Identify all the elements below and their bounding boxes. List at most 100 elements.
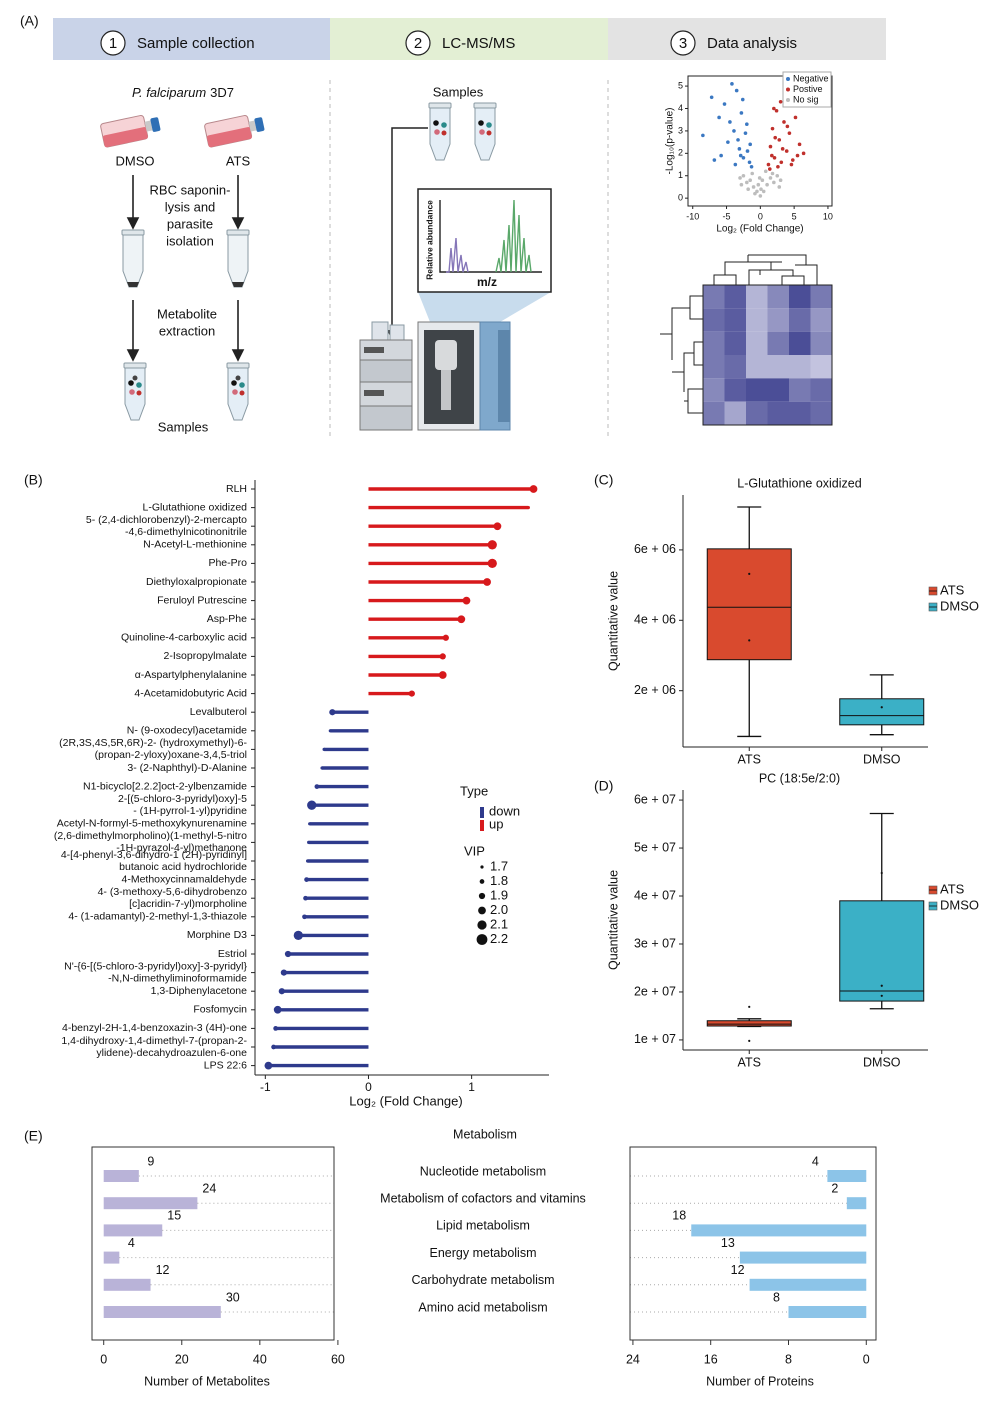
sample-tube — [428, 102, 452, 161]
point — [761, 189, 766, 194]
point — [772, 106, 776, 111]
y-tick-label: 4e + 06 — [634, 613, 676, 627]
heatmap-cell — [810, 378, 832, 402]
bar — [827, 1170, 867, 1182]
point — [880, 994, 883, 997]
panel-label: (D) — [594, 778, 613, 794]
sample-tube-part — [479, 129, 485, 135]
category-label: -1H-pyrazol-4-yl)methanone — [116, 842, 247, 854]
panel-label: (B) — [24, 472, 43, 488]
lc-instrument-part — [359, 405, 413, 431]
lollipop-dot — [307, 800, 317, 810]
category-label: LPS 22:6 — [204, 1059, 247, 1071]
point — [759, 187, 763, 191]
dendrogram-part — [660, 295, 703, 414]
heatmap-frame — [702, 284, 833, 426]
heatmap-cell — [703, 378, 725, 402]
x-tick-label: 60 — [331, 1352, 345, 1366]
ms-instrument-part — [441, 370, 451, 410]
sample-tube-part — [441, 130, 447, 136]
value-label: 18 — [672, 1209, 686, 1223]
x-tick-label: 1 — [468, 1080, 475, 1094]
legend-label: Postive — [793, 84, 823, 94]
category-label: Quinoline-4-carboxylic acid — [121, 632, 247, 644]
x-tick-label: 8 — [785, 1352, 792, 1366]
point — [738, 153, 743, 158]
point — [801, 151, 806, 156]
category-label: Amino acid metabolism — [418, 1300, 547, 1314]
category-label: N1-bicyclo[2.2.2]oct-2-ylbenzamide — [83, 780, 247, 792]
point — [778, 178, 783, 183]
heatmap-cell — [789, 331, 811, 355]
point — [741, 156, 746, 160]
heatmap-cell — [724, 378, 746, 402]
tube-part — [232, 282, 244, 287]
arrows-part — [231, 349, 245, 362]
lollipop-dot — [278, 988, 285, 995]
legend-label: 1.8 — [490, 873, 508, 888]
category-label: 5- (2,4-dichlorobenzyl)-2-mercapto — [86, 514, 247, 526]
point — [739, 111, 744, 115]
point — [772, 156, 777, 160]
sample-tube-part — [478, 120, 484, 126]
point — [777, 185, 782, 189]
heatmap-cell — [724, 355, 746, 379]
lollipop-dot — [273, 1005, 282, 1014]
lollipop-dot — [487, 540, 497, 550]
lollipop-dot — [280, 969, 288, 976]
point — [732, 129, 736, 133]
samples-label: Samples — [158, 419, 209, 434]
legend-label: 2.0 — [490, 902, 508, 917]
flask-part — [206, 127, 252, 148]
category-label: 3- (2-Naphthyl)-D-Alanine — [127, 762, 247, 774]
heatmap-cell — [746, 378, 768, 402]
y-tick-label: 2e + 06 — [634, 683, 676, 697]
point — [768, 144, 773, 149]
category-label: 4-[4-phenyl-3,6-dihydro-1 (2H)-pyridinyl… — [61, 849, 247, 861]
heatmap-cell — [810, 401, 832, 425]
heatmap-cell — [703, 331, 725, 355]
heatmap-cell — [703, 401, 725, 425]
panel-label: (E) — [24, 1128, 43, 1144]
category-label: 4-Methoxycinnamaldehyde — [122, 873, 248, 885]
tube-part — [127, 282, 139, 287]
x-axis-label: Number of Proteins — [706, 1374, 814, 1388]
point — [772, 180, 776, 185]
x-tick-label: 10 — [823, 211, 833, 221]
category-label: Carbohydrate metabolism — [411, 1273, 554, 1287]
heatmap-cell — [789, 378, 811, 402]
flask-part — [248, 120, 257, 132]
y-tick-label: 0 — [678, 193, 683, 203]
sample-tube-part — [433, 120, 439, 126]
point — [747, 160, 752, 165]
legend-label: DMSO — [940, 598, 979, 613]
sample-tube-part — [136, 390, 142, 396]
point — [741, 173, 746, 178]
point — [760, 178, 765, 183]
lc-instrument — [359, 321, 413, 431]
bar — [788, 1306, 867, 1318]
samples-label: Samples — [433, 84, 484, 99]
x-axis-label: Log₂ (Fold Change) — [716, 224, 803, 235]
point — [770, 153, 774, 158]
y-tick-label: 2 — [678, 148, 683, 158]
flask — [100, 114, 161, 148]
lollipop-dot — [483, 578, 491, 586]
legend-box — [782, 71, 832, 108]
lollipop-dot — [271, 1044, 276, 1050]
heatmap-cell — [789, 285, 811, 309]
point — [777, 138, 782, 142]
point — [753, 191, 757, 196]
category-label: Asp-Phe — [207, 613, 247, 625]
lc-instrument-part — [364, 390, 384, 396]
heatmap-cell — [767, 308, 789, 332]
point — [719, 153, 723, 158]
arrows-part — [126, 217, 140, 230]
spectrum-y-label: Relative abundance — [424, 200, 434, 280]
spectrum — [439, 199, 542, 273]
point — [749, 164, 754, 169]
heatmap-cell — [703, 285, 725, 309]
tube — [121, 229, 145, 288]
